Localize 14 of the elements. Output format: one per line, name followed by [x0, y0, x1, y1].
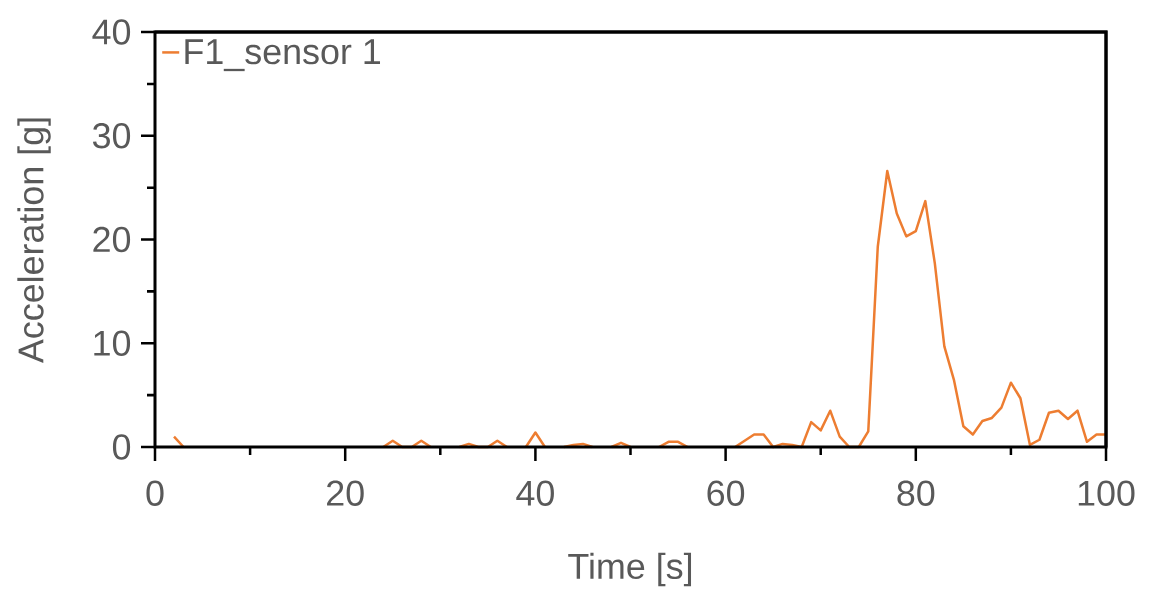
y-tick-label: 40: [92, 19, 131, 45]
y-tick-label: 0: [112, 434, 131, 460]
x-tick-label: 0: [146, 480, 164, 506]
legend-label: F1_sensor 1: [185, 39, 381, 72]
x-tick-label: 80: [897, 480, 935, 506]
x-tick-label: 60: [707, 480, 745, 506]
y-tick-label: 30: [92, 123, 131, 149]
x-tick-label: 100: [1078, 480, 1135, 506]
y-tick-label: 20: [93, 226, 131, 253]
x-tick-label: 20: [327, 480, 364, 506]
y-axis-title: Acceleration [g]: [17, 118, 51, 364]
x-tick-label: 40: [516, 480, 554, 506]
x-axis-title: Time [s]: [568, 552, 692, 587]
y-tick-label: 10: [94, 330, 131, 356]
